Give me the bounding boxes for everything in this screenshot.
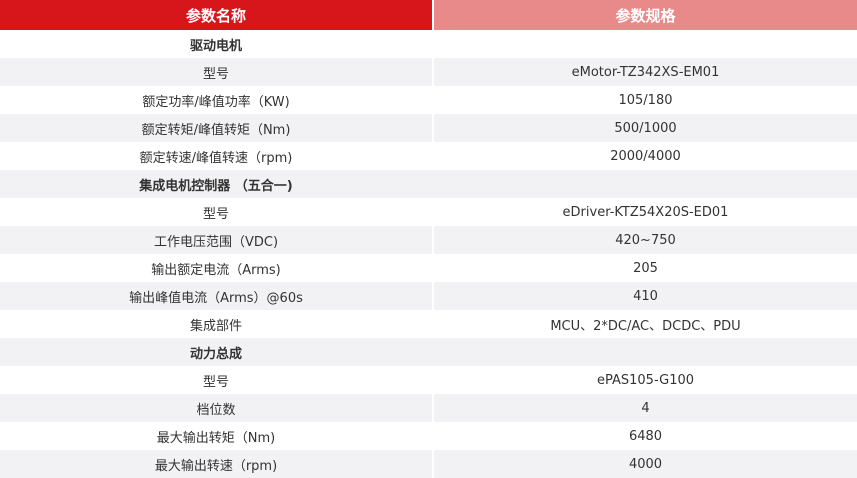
param-name: 输出额定电流（Arms) [151, 262, 281, 278]
section-row: 动力总成 [0, 338, 857, 366]
param-name: 额定转速/峰值转速（rpm) [139, 150, 293, 166]
table-row: 最大输出转矩（Nm) 6480 [0, 422, 857, 450]
param-name: 最大输出转矩（Nm) [156, 430, 276, 446]
param-name: 最大输出转速（rpm) [0, 450, 432, 478]
section-row: 驱动电机 [0, 30, 857, 58]
table-row: 档位数 4 [0, 394, 857, 422]
table-header: 参数名称 参数规格 [0, 0, 857, 30]
param-value: 2000/4000 [610, 148, 681, 164]
table-row: 型号 eDriver-KTZ54X20S-ED01 [0, 198, 857, 226]
table-row: 型号 ePAS105-G100 [0, 366, 857, 394]
header-param-spec: 参数规格 [434, 0, 857, 30]
param-value: eDriver-KTZ54X20S-ED01 [562, 204, 729, 220]
param-name: 档位数 [0, 394, 432, 422]
param-value: 105/180 [618, 92, 673, 108]
param-value: eMotor-TZ342XS-EM01 [432, 58, 857, 86]
param-value: 4 [432, 394, 857, 422]
table-body: 驱动电机 型号 eMotor-TZ342XS-EM01 额定功率/峰值功率（KW) 10… [0, 30, 857, 478]
param-value: 4000 [432, 450, 857, 478]
param-name: 型号 [202, 206, 229, 222]
header-param-name: 参数名称 [0, 0, 432, 30]
param-name: 型号 [202, 374, 229, 390]
table-row: 额定转矩/峰值转矩（Nm) 500/1000 [0, 114, 857, 142]
param-name: 额定功率/峰值功率（KW) [142, 94, 290, 110]
table-row: 集成部件 MCU、2*DC/AC、DCDC、PDU [0, 310, 857, 338]
param-value: 6480 [628, 428, 663, 444]
section-title: 驱动电机 [189, 38, 242, 54]
param-value: MCU、2*DC/AC、DCDC、PDU [550, 318, 741, 334]
table-row: 额定功率/峰值功率（KW) 105/180 [0, 86, 857, 114]
param-name: 型号 [0, 58, 432, 86]
table-row: 工作电压范围（VDC) 420~750 [0, 226, 857, 254]
param-name: 集成部件 [189, 318, 242, 334]
section-title: 动力总成 [0, 342, 432, 362]
param-value: ePAS105-G100 [596, 372, 695, 388]
table-row: 输出额定电流（Arms) 205 [0, 254, 857, 282]
table-row: 型号 eMotor-TZ342XS-EM01 [0, 58, 857, 86]
table-row: 输出峰值电流（Arms）@60s 410 [0, 282, 857, 310]
param-name: 工作电压范围（VDC) [0, 226, 432, 254]
table-row: 最大输出转速（rpm) 4000 [0, 450, 857, 478]
param-name: 输出峰值电流（Arms）@60s [0, 282, 432, 310]
section-title: 集成电机控制器 （五合一) [0, 174, 432, 194]
table-row: 额定转速/峰值转速（rpm) 2000/4000 [0, 142, 857, 170]
param-value: 500/1000 [432, 114, 857, 142]
param-value: 410 [432, 282, 857, 310]
section-row: 集成电机控制器 （五合一) [0, 170, 857, 198]
param-value: 420~750 [432, 226, 857, 254]
param-name: 额定转矩/峰值转矩（Nm) [0, 114, 432, 142]
param-value: 205 [633, 260, 658, 276]
